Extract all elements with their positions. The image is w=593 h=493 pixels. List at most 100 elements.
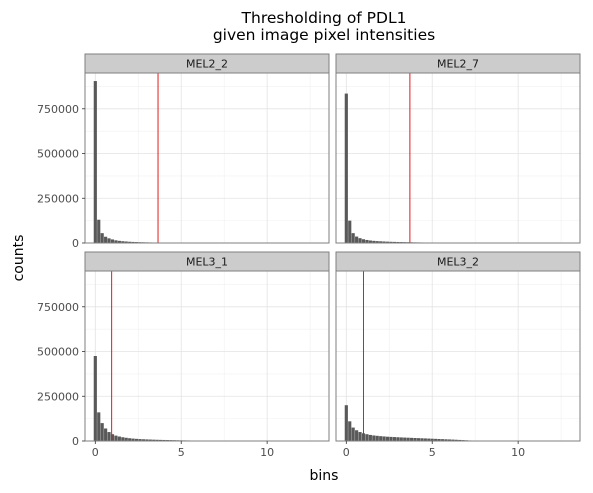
histogram-bar xyxy=(351,427,355,441)
histogram-bar xyxy=(379,436,383,441)
histogram-bar xyxy=(344,93,348,243)
histogram-bar xyxy=(100,423,104,441)
histogram-bar xyxy=(361,239,366,243)
chart-title: Thresholding of PDL1 xyxy=(241,9,407,27)
histogram-bar xyxy=(93,356,97,441)
histogram-bar xyxy=(389,436,393,441)
histogram-bar xyxy=(406,437,410,441)
x-tick-label: 0 xyxy=(343,446,350,459)
histogram-bar xyxy=(114,435,118,441)
y-tick-label: 0 xyxy=(72,435,79,448)
histogram-bar xyxy=(372,240,376,243)
facet-strip-label: MEL3_2 xyxy=(437,256,479,269)
panel-border xyxy=(84,270,330,442)
histogram-bar xyxy=(375,241,379,243)
histogram-bar xyxy=(131,438,135,441)
histogram-bar xyxy=(355,236,359,243)
histogram-bar xyxy=(104,236,108,243)
histogram-bar xyxy=(358,238,362,243)
histogram-bar xyxy=(413,437,417,441)
panel-background xyxy=(85,271,329,441)
histogram-bar xyxy=(392,241,397,243)
y-tick-label: 250000 xyxy=(37,390,79,403)
histogram-bar xyxy=(399,437,403,441)
facet-panel-mel2-7: MEL2_7 xyxy=(335,53,581,244)
facet-strip-label: MEL3_1 xyxy=(186,256,228,269)
histogram-bar xyxy=(434,438,438,441)
x-axis-title: bins xyxy=(310,468,339,484)
histogram-bar xyxy=(385,436,390,441)
histogram-bar xyxy=(410,437,414,441)
histogram-bar xyxy=(155,439,159,441)
histogram-bar xyxy=(124,437,128,441)
facet-strip-label: MEL2_2 xyxy=(186,58,228,71)
y-axis-title: counts xyxy=(11,235,27,282)
x-tick-label: 5 xyxy=(429,446,436,459)
y-tick-label: 250000 xyxy=(37,192,79,205)
x-tick-label: 10 xyxy=(260,446,274,459)
histogram-bar xyxy=(416,438,421,441)
panel-background xyxy=(85,73,329,243)
y-tick-label: 0 xyxy=(72,237,79,250)
histogram-bar xyxy=(423,438,427,441)
histogram-bar xyxy=(348,220,352,243)
x-tick-label: 0 xyxy=(92,446,99,459)
panel-border xyxy=(84,72,330,244)
histogram-bar xyxy=(100,233,104,243)
histogram-bar xyxy=(403,437,407,441)
histogram-bar xyxy=(114,240,118,243)
facet-panels: MEL2_2 0 250000 500000 750000 MEL2_7 MEL3_1 0 25… xyxy=(37,53,581,459)
histogram-bar xyxy=(124,241,128,243)
histogram-bar xyxy=(447,439,451,441)
y-tick-label: 750000 xyxy=(37,301,79,314)
histogram-bar xyxy=(128,241,132,243)
histogram-bar xyxy=(458,439,462,441)
facet-strip-label: MEL2_7 xyxy=(437,58,479,71)
histogram-bar xyxy=(358,432,362,441)
histogram-bar xyxy=(110,434,115,441)
histogram-bar xyxy=(440,439,445,441)
facet-panel-mel3-2: MEL3_2 0 5 10 xyxy=(335,251,581,459)
y-tick-label: 750000 xyxy=(37,103,79,116)
histogram-bar xyxy=(131,241,135,243)
histogram-bar xyxy=(365,239,369,243)
facet-panel-mel2-2: MEL2_2 0 250000 500000 750000 xyxy=(37,53,330,250)
histogram-bar xyxy=(430,438,434,441)
histogram-bar xyxy=(152,439,156,441)
panel-background xyxy=(336,271,580,441)
histogram-bar xyxy=(93,81,97,243)
histogram-bar xyxy=(385,241,390,243)
histogram-bar xyxy=(104,428,108,441)
histogram-bar xyxy=(365,434,369,441)
y-tick-label: 500000 xyxy=(37,148,79,161)
histogram-bar xyxy=(128,438,132,441)
histogram-bar xyxy=(121,437,125,441)
histogram-bar xyxy=(437,438,441,441)
histogram-bar xyxy=(344,405,348,441)
histogram-bar xyxy=(444,439,448,441)
histogram-bar xyxy=(148,439,152,441)
histogram-bar xyxy=(420,438,424,441)
histogram-bar xyxy=(117,240,121,243)
histogram-bar xyxy=(451,439,455,441)
histogram-bar xyxy=(141,439,146,441)
histogram-bar xyxy=(348,421,352,441)
histogram-bar xyxy=(159,439,163,441)
histogram-bar xyxy=(351,233,355,243)
panel-border xyxy=(335,270,581,442)
histogram-bar xyxy=(379,241,383,243)
histogram-bar xyxy=(117,436,121,441)
chart-subtitle: given image pixel intensities xyxy=(213,26,435,44)
histogram-bar xyxy=(368,434,372,441)
histogram-bar xyxy=(396,241,400,243)
panel-border xyxy=(335,72,581,244)
histogram-bar xyxy=(427,438,431,441)
histogram-bar xyxy=(396,437,400,441)
histogram-bar xyxy=(97,219,101,243)
facet-panel-mel3-1: MEL3_1 0 250000 500000 750000 0 5 10 xyxy=(37,251,330,459)
histogram-bar xyxy=(107,432,111,441)
histogram-bar xyxy=(389,241,393,243)
histogram-bar xyxy=(382,241,386,243)
histogram-bar xyxy=(97,412,101,441)
